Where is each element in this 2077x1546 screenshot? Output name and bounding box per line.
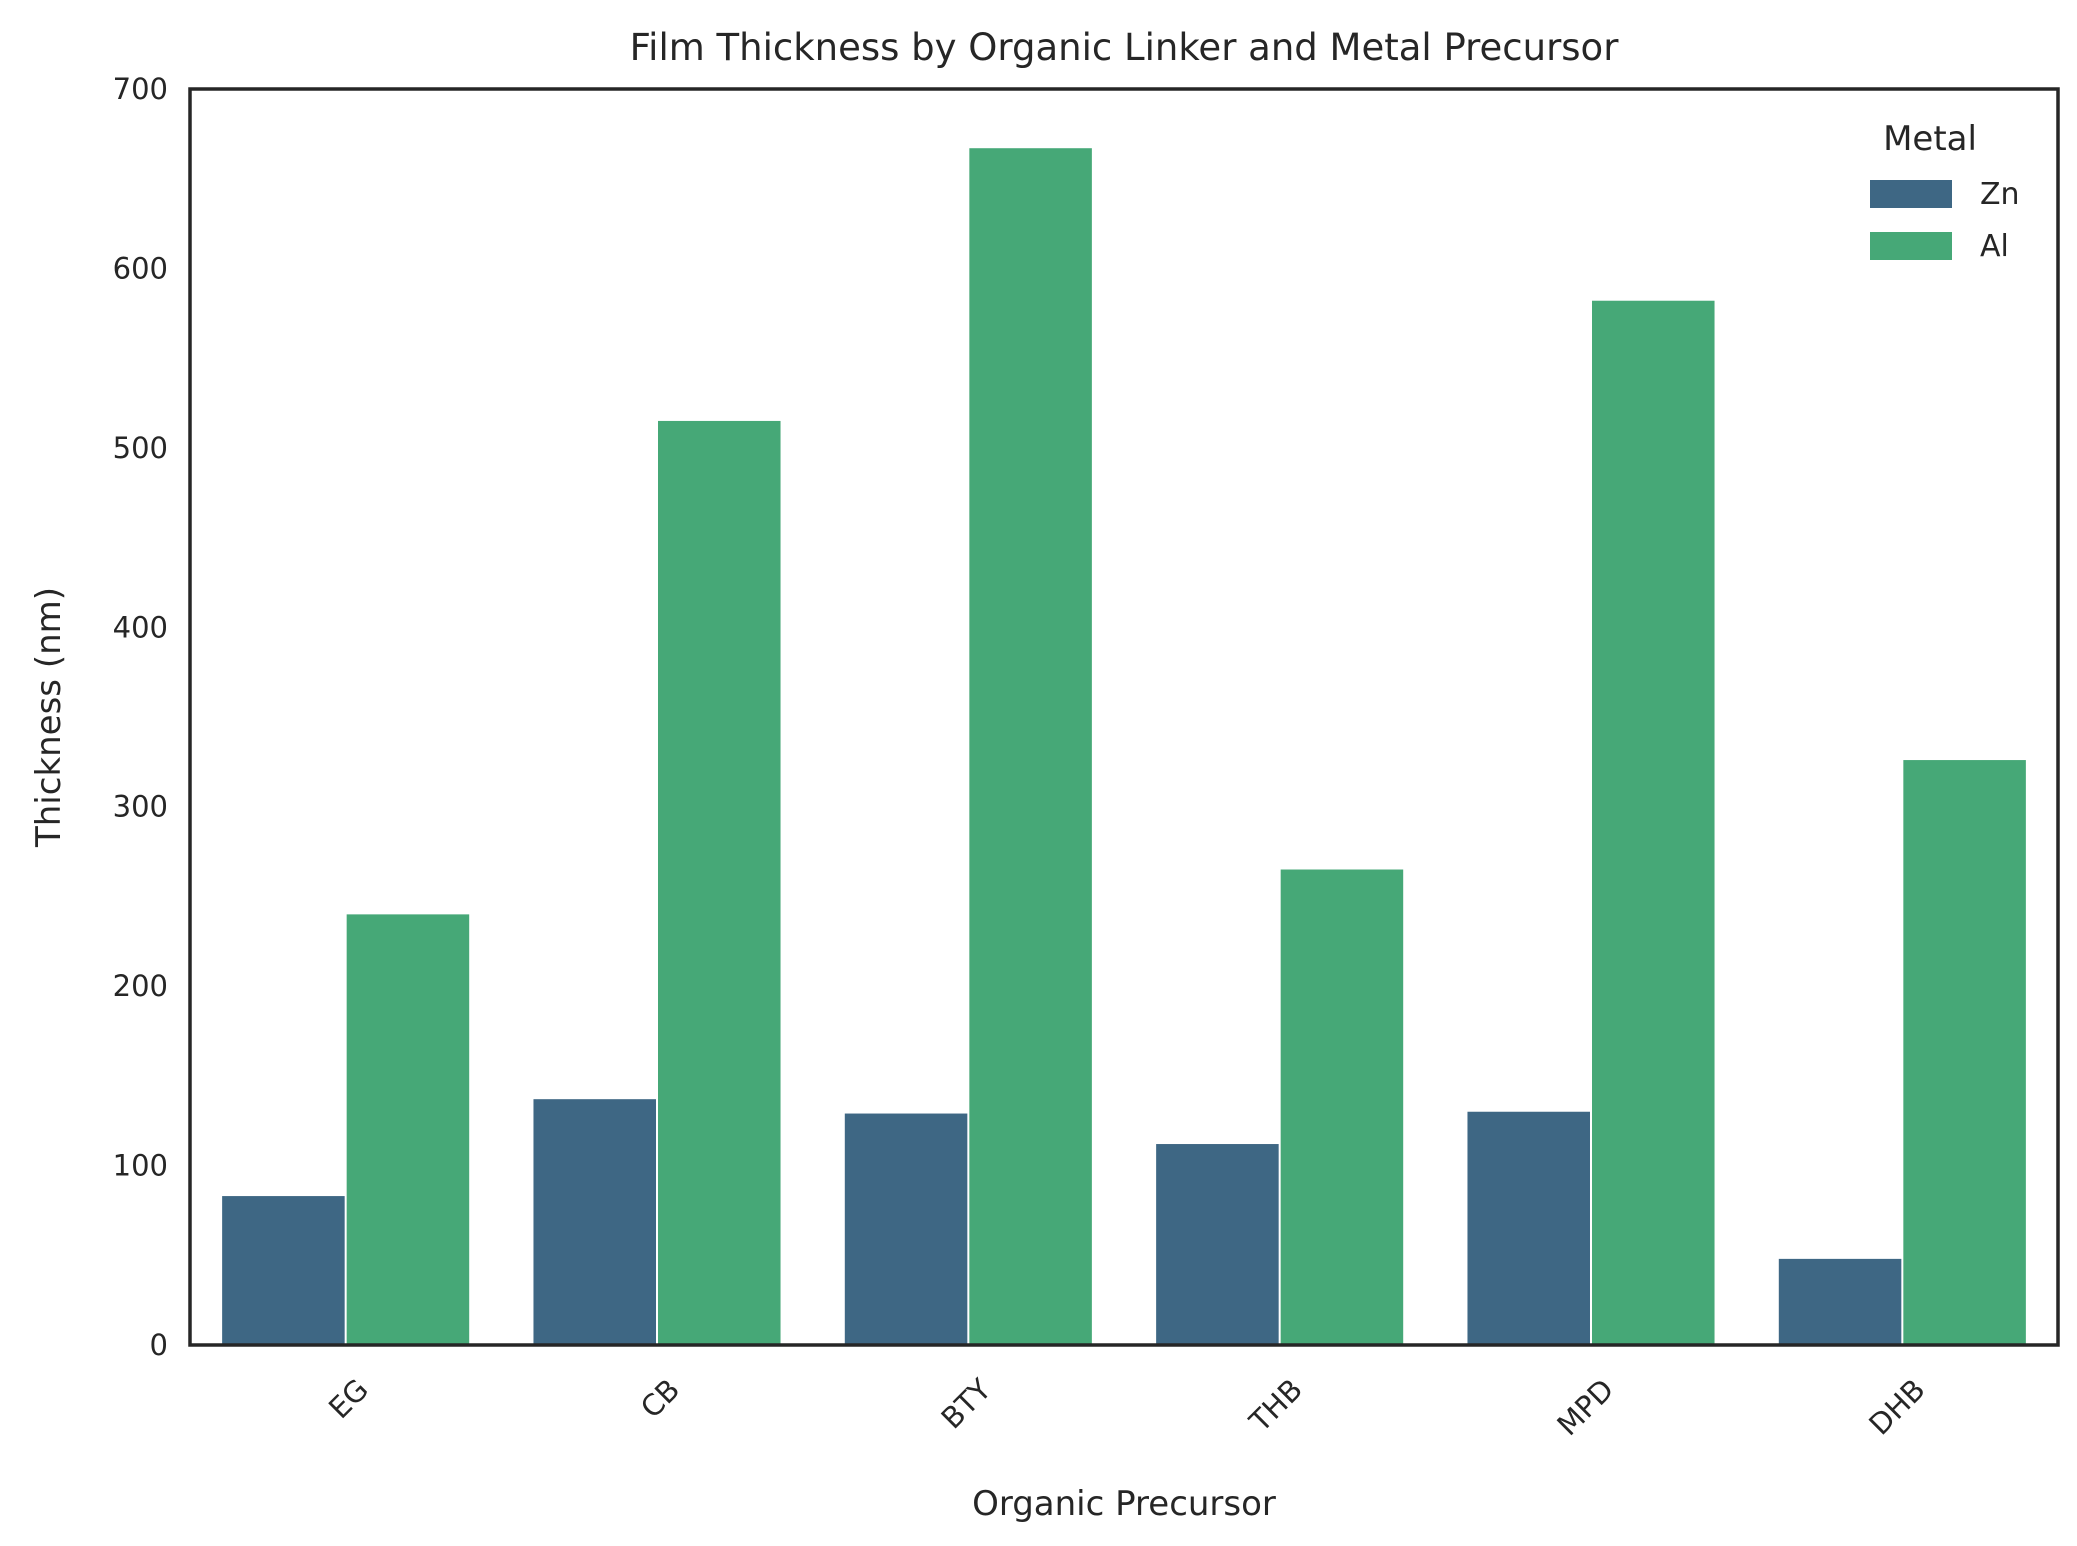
bars-group <box>222 148 2026 1345</box>
y-tick-label: 100 <box>113 1149 168 1183</box>
x-tick-label-thb: THB <box>1242 1372 1309 1439</box>
x-tick-label-mpd: MPD <box>1550 1372 1620 1442</box>
y-tick-label: 0 <box>150 1328 168 1362</box>
legend-label-al: Al <box>1980 229 2009 264</box>
legend-swatch-zn <box>1870 180 1952 208</box>
x-tick-label-cb: CB <box>634 1372 686 1424</box>
bar-al-cb <box>658 420 781 1345</box>
bar-zn-bty <box>844 1113 968 1345</box>
bar-zn-thb <box>1156 1144 1279 1345</box>
bar-al-thb <box>1280 869 1404 1345</box>
legend: Metal Zn Al <box>1870 119 2020 264</box>
bar-zn-eg <box>222 1196 345 1345</box>
y-axis-label: Thickness (nm) <box>29 587 69 848</box>
x-tick-label-dhb: DHB <box>1862 1372 1931 1441</box>
bar-al-bty <box>969 148 1092 1345</box>
x-tick-label-bty: BTY <box>934 1372 997 1435</box>
legend-label-zn: Zn <box>1980 177 2020 212</box>
y-tick-label: 500 <box>113 431 168 465</box>
y-tick-label: 600 <box>113 251 168 285</box>
x-axis-label: Organic Precursor <box>972 1484 1276 1524</box>
legend-swatch-al <box>1870 232 1952 260</box>
x-axis-ticks: EG CB BTY THB MPD DHB <box>322 1372 1932 1442</box>
legend-title: Metal <box>1883 119 1977 159</box>
y-tick-label: 200 <box>113 969 168 1003</box>
bar-zn-cb <box>533 1099 656 1345</box>
y-tick-label: 700 <box>113 72 168 106</box>
plot-frame <box>188 87 2060 1347</box>
x-tick-label-eg: EG <box>322 1372 375 1425</box>
bar-al-dhb <box>1903 760 2026 1345</box>
bar-al-eg <box>346 914 470 1345</box>
bar-al-mpd <box>1592 300 1715 1345</box>
bar-zn-dhb <box>1778 1258 1902 1345</box>
bar-zn-mpd <box>1467 1111 1590 1345</box>
y-axis-ticks: 0 100 200 300 400 500 600 700 <box>113 72 168 1362</box>
chart-title: Film Thickness by Organic Linker and Met… <box>630 26 1620 69</box>
y-tick-label: 300 <box>113 790 168 824</box>
y-tick-label: 400 <box>113 610 168 644</box>
